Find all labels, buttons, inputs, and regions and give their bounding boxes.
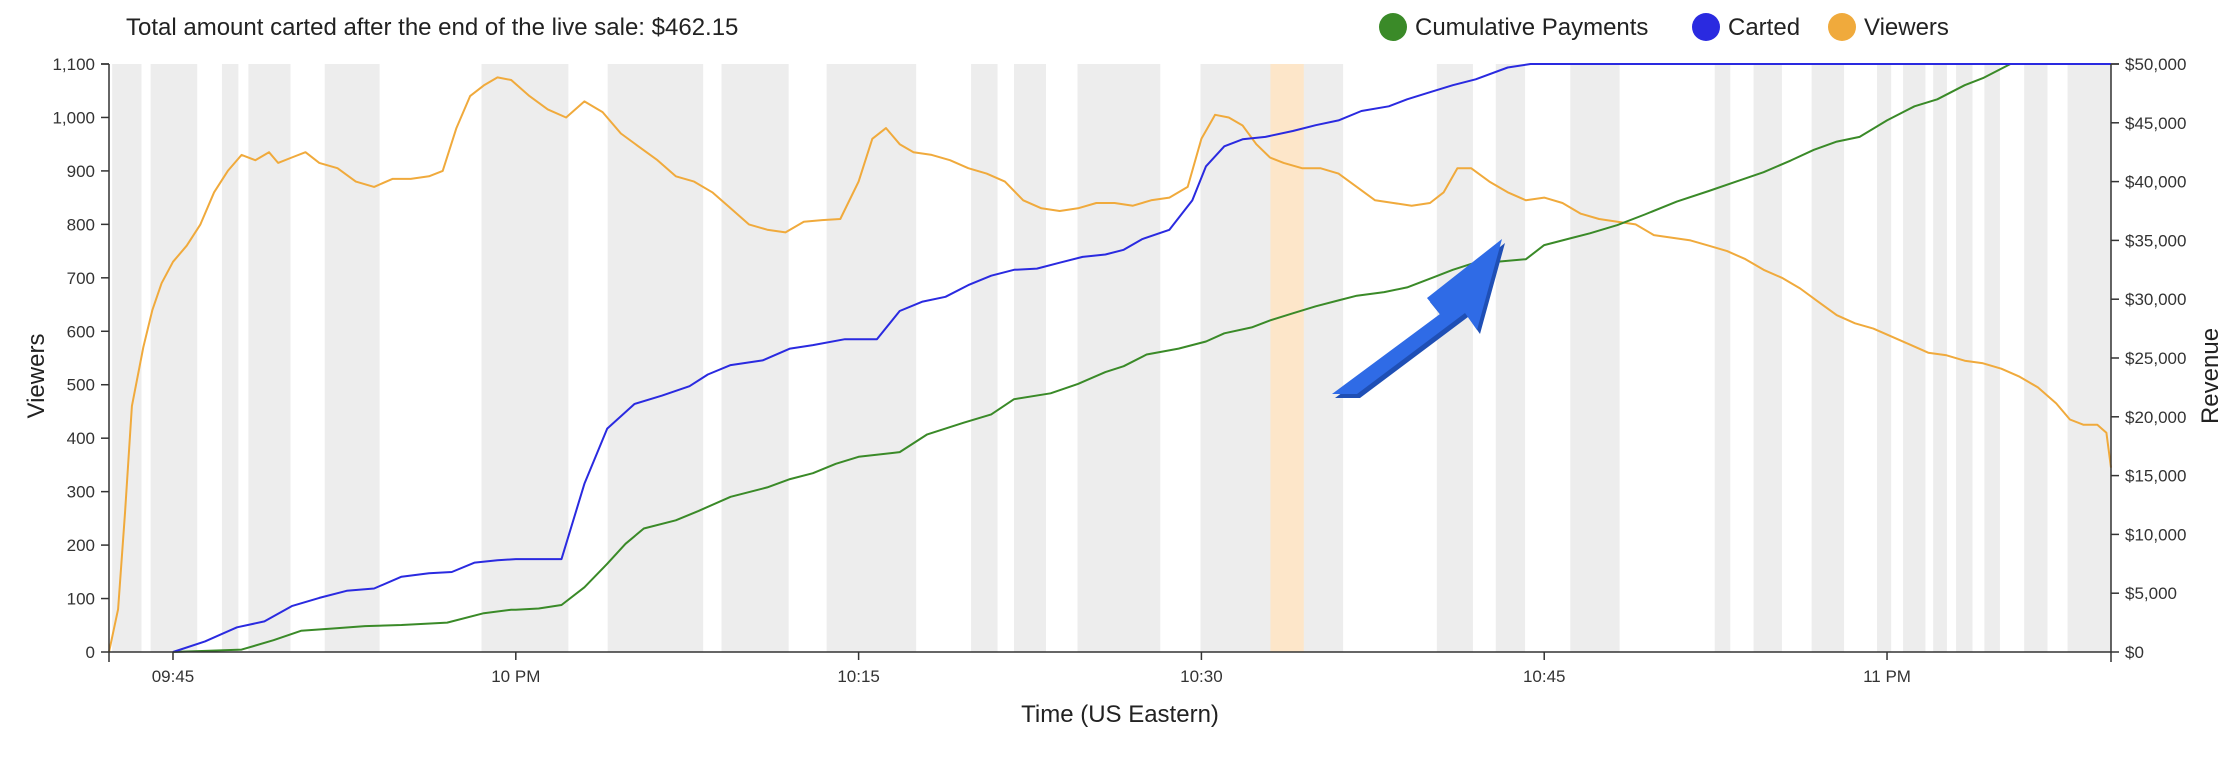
y-tick-label-left: 900 [67,162,95,181]
y-tick-label-left: 700 [67,269,95,288]
series-line-carted [172,63,2111,653]
series-layer [108,63,2112,653]
gray-band [1753,64,1782,652]
legend-item-cumulative-payments[interactable]: Cumulative Payments [1379,13,1648,41]
highlight-band [1270,64,1304,652]
gray-band [1956,64,1973,652]
y-tick-label-right: $25,000 [2125,349,2186,368]
y-tick-label-left: 100 [67,590,95,609]
axes: 0 100 200 300 400 500 600 700 800 900 1,000 1,100 $0… [52,55,2186,686]
gray-band [1436,64,1473,652]
legend-label: Cumulative Payments [1415,14,1648,41]
gray-band [150,64,198,652]
gray-band [2024,64,2048,652]
y-tick-label-right: $0 [2125,643,2144,662]
legend-swatch-icon [1379,13,1407,41]
legend-swatch-icon [1692,13,1720,41]
legend-item-carted[interactable]: Carted [1692,13,1800,41]
y-tick-label-left: 400 [67,429,95,448]
legend-swatch-icon [1828,13,1856,41]
x-tick-label: 10:45 [1523,667,1566,686]
x-tick-label: 09:45 [152,667,195,686]
x-tick-label: 10:30 [1180,667,1223,686]
series-line-viewers [108,76,2112,653]
y-tick-label-left: 0 [86,643,95,662]
gray-band [826,64,917,652]
chart-title: Total amount carted after the end of the… [126,14,738,41]
y-tick-label-right: $50,000 [2125,55,2186,74]
gray-band [1876,64,1892,652]
y-tick-label-right: $40,000 [2125,173,2186,192]
gray-band [1933,64,1947,652]
annotation-arrow [1332,239,1505,398]
gray-band [324,64,380,652]
y-tick-label-left: 1,000 [52,108,95,127]
gray-band [1811,64,1845,652]
y-tick-label-right: $30,000 [2125,290,2186,309]
y-tick-label-left: 200 [67,536,95,555]
gray-band [112,64,142,652]
y-axis-title-right: Revenue [2197,328,2224,424]
gray-band [248,64,291,652]
series-line-cumulative-payments [172,63,2111,653]
x-tick-label: 10 PM [491,667,540,686]
y-axis-title-left: Viewers [23,334,50,419]
gray-band [1714,64,1731,652]
y-tick-label-left: 600 [67,322,95,341]
y-tick-label-right: $15,000 [2125,467,2186,486]
gray-band [971,64,998,652]
gray-band [1014,64,1047,652]
legend-label: Carted [1728,14,1800,41]
gray-band [721,64,789,652]
gray-band [1570,64,1620,652]
gray-band [1903,64,1926,652]
y-tick-label-right: $5,000 [2125,584,2177,603]
y-tick-label-right: $45,000 [2125,114,2186,133]
y-tick-label-right: $20,000 [2125,408,2186,427]
y-tick-label-right: $10,000 [2125,525,2186,544]
background-bands [112,64,2111,652]
gray-band [607,64,704,652]
legend: Cumulative Payments Carted Viewers [1379,13,1949,41]
x-tick-label: 11 PM [1863,667,1911,686]
gray-band [221,64,239,652]
gray-band [481,64,569,652]
x-axis-title: Time (US Eastern) [1021,701,1219,728]
y-tick-label-left: 800 [67,215,95,234]
gray-band [1495,64,1526,652]
y-tick-label-left: 1,100 [52,55,95,74]
legend-label: Viewers [1864,14,1949,41]
legend-item-viewers[interactable]: Viewers [1828,13,1949,41]
y-tick-label-left: 500 [67,376,95,395]
gray-band [1077,64,1161,652]
x-tick-label: 10:15 [837,667,880,686]
y-tick-label-left: 300 [67,483,95,502]
gray-band [2067,64,2111,652]
gray-band [1984,64,2000,652]
y-tick-label-right: $35,000 [2125,231,2186,250]
